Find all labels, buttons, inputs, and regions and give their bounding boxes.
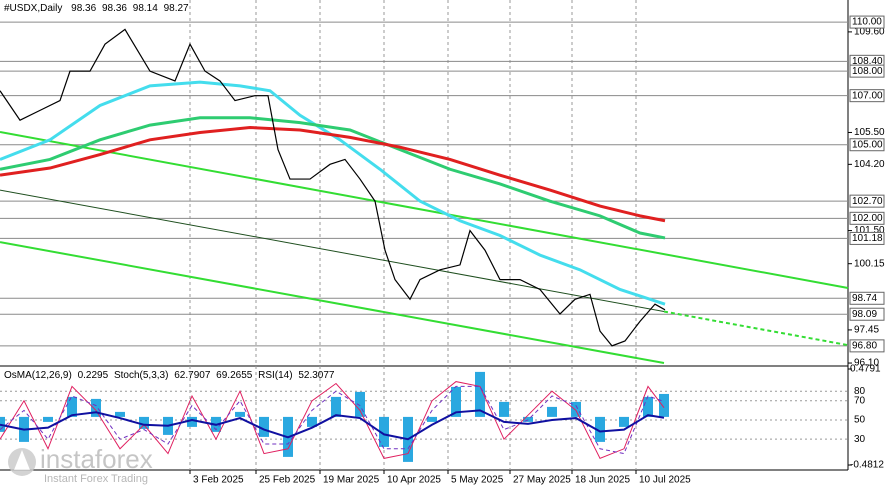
stoch-main-value: 62.7907 <box>174 370 211 381</box>
osma-bar <box>595 416 605 442</box>
level-box <box>849 231 885 245</box>
osma-bar <box>643 396 653 417</box>
level-label: 102.70 <box>852 196 883 207</box>
osma-name: OsMA(12,26,9) <box>4 370 72 381</box>
osma-bar <box>115 411 125 417</box>
y-tick-label: 105.50 <box>854 127 885 138</box>
osma-bar <box>475 371 485 417</box>
y-tick-label: 30 <box>854 434 866 445</box>
level-label: 107.00 <box>852 90 883 101</box>
trendline <box>0 241 665 365</box>
osma-bar <box>91 398 101 417</box>
osma-bar <box>67 396 77 417</box>
osma-bar <box>187 416 197 427</box>
logo-name: instaforex <box>40 444 153 474</box>
level-label: 108.40 <box>852 56 883 67</box>
logo: instaforex Instant Forex Trading <box>8 444 153 485</box>
osma-bar <box>235 411 245 417</box>
x-tick-label: 5 May 2025 <box>451 475 504 486</box>
osma-bar <box>355 391 365 417</box>
level-label: 110.00 <box>852 17 882 28</box>
open: 98.36 <box>71 3 96 14</box>
y-tick-label: 101.50 <box>854 225 885 236</box>
price-line <box>0 28 666 347</box>
osma-bar <box>571 401 581 417</box>
osma-bar <box>427 416 437 422</box>
moving-average <box>0 126 666 223</box>
level-label: 98.74 <box>852 293 877 304</box>
y-tick-label: 109.60 <box>854 27 885 38</box>
trendline <box>0 130 849 289</box>
osma-bar <box>331 396 341 417</box>
level-box <box>849 339 885 353</box>
level-label: 102.00 <box>852 213 883 224</box>
stoch-main-line <box>0 381 665 460</box>
level-box <box>849 291 885 305</box>
close: 98.27 <box>164 3 189 14</box>
y-tick-label: -0.4812 <box>850 460 884 471</box>
osma-value: 0.2295 <box>78 370 109 381</box>
rsi-value: 52.3077 <box>298 370 335 381</box>
y-tick-label: 96.10 <box>854 358 879 369</box>
level-box <box>849 194 885 208</box>
x-tick-label: 25 Feb 2025 <box>259 475 316 486</box>
x-tick-label: 19 Mar 2025 <box>323 475 380 486</box>
high: 98.36 <box>102 3 127 14</box>
osma-bar <box>43 416 53 422</box>
osma-bar <box>547 406 557 417</box>
osma-bar <box>451 386 461 417</box>
x-tick-label: 18 Jun 2025 <box>575 475 630 486</box>
moving-average <box>0 116 666 240</box>
osma-bar <box>139 416 149 429</box>
x-tick-label: 27 May 2025 <box>513 475 571 486</box>
osma-bar <box>523 416 533 422</box>
osma-bar <box>659 393 669 417</box>
level-label: 101.18 <box>852 233 883 244</box>
osma-bar <box>619 416 629 427</box>
symbol: #USDX,Daily <box>4 3 62 14</box>
level-box <box>849 15 885 29</box>
y-tick-label: 70 <box>854 395 866 406</box>
y-tick-label: 100.15 <box>854 258 885 269</box>
level-box <box>849 138 885 152</box>
y-tick-label: 50 <box>854 415 866 426</box>
trendline <box>0 189 665 313</box>
level-box <box>849 64 885 78</box>
stoch-signal-value: 69.2655 <box>216 370 253 381</box>
y-tick-label: 97.45 <box>854 325 879 336</box>
level-label: 108.00 <box>852 66 883 77</box>
low: 98.14 <box>133 3 158 14</box>
trendline <box>663 310 849 347</box>
rsi-line <box>0 409 665 441</box>
level-box <box>849 211 885 225</box>
stoch-name: Stoch(5,3,3) <box>114 370 168 381</box>
header: #USDX,Daily 98.36 98.36 98.14 98.27 <box>4 3 189 14</box>
osma-bar <box>259 416 269 437</box>
osma-bar <box>499 401 509 417</box>
y-tick-label: 104.20 <box>854 159 885 170</box>
logo-tagline: Instant Forex Trading <box>44 473 148 485</box>
osma-bar <box>307 416 317 427</box>
osma-bar <box>379 416 389 447</box>
level-label: 105.00 <box>852 139 883 150</box>
level-box <box>849 89 885 103</box>
logo-icon-shape <box>14 450 30 470</box>
level-label: 96.80 <box>852 341 877 352</box>
rsi-name: RSI(14) <box>258 370 292 381</box>
x-tick-label: 10 Apr 2025 <box>387 475 441 486</box>
stoch-signal-line <box>0 385 665 455</box>
moving-average <box>0 80 666 306</box>
indicator-header: OsMA(12,26,9) 0.2295 Stoch(5,3,3) 62.790… <box>4 370 335 381</box>
x-tick-label: 3 Feb 2025 <box>193 475 244 486</box>
level-label: 98.09 <box>852 309 877 320</box>
x-tick-label: 10 Jul 2025 <box>639 475 691 486</box>
level-box <box>849 307 885 321</box>
y-tick-label: 0.4791 <box>850 364 881 375</box>
y-tick-label: 80 <box>854 386 866 397</box>
